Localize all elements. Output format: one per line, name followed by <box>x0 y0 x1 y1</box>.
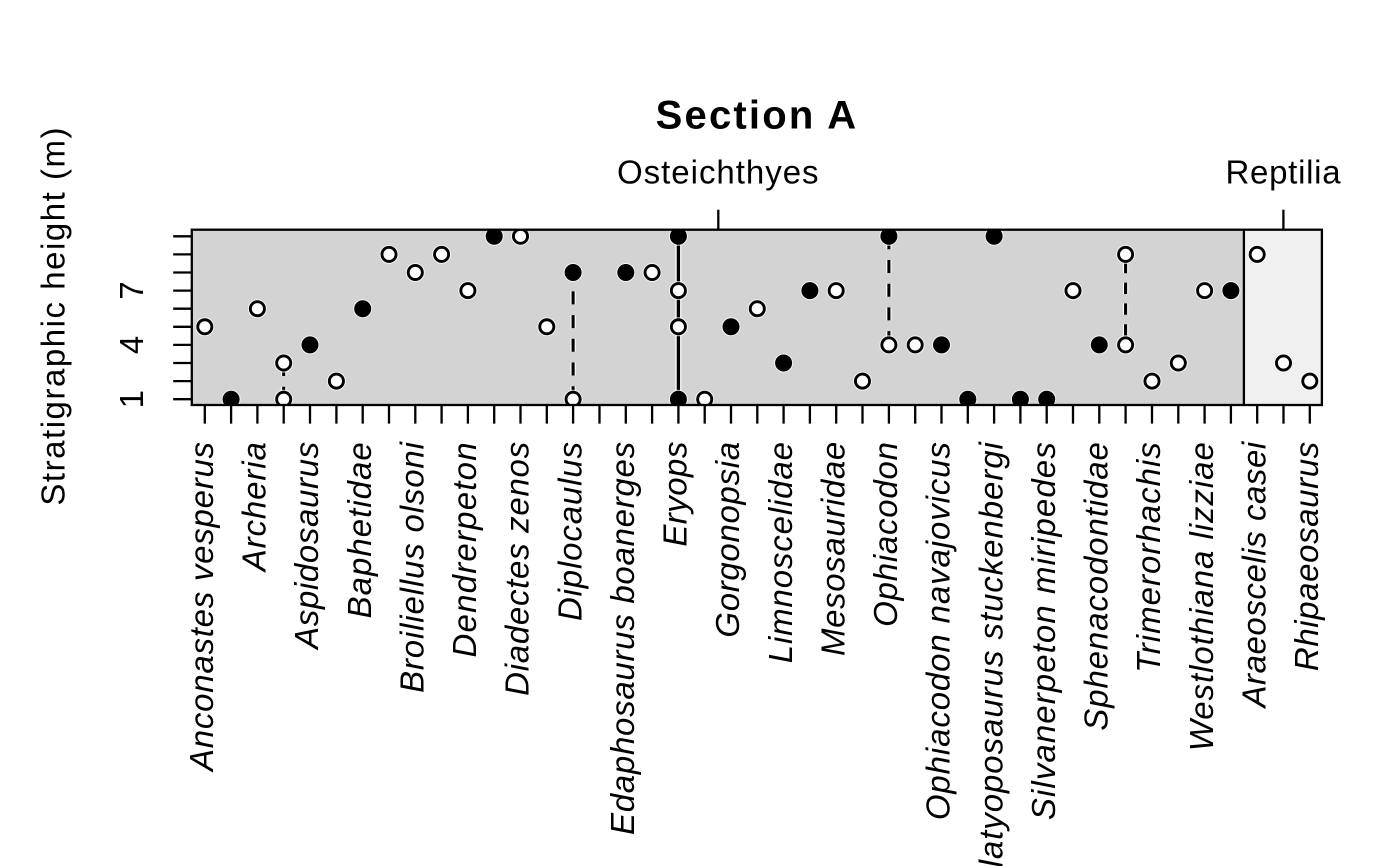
svg-text:1: 1 <box>113 390 150 408</box>
svg-text:Archeria: Archeria <box>236 441 273 573</box>
svg-text:Osteichthyes: Osteichthyes <box>617 154 820 191</box>
svg-text:Stratigraphic height (m): Stratigraphic height (m) <box>35 126 72 506</box>
svg-text:Silvanerpeton miripedes: Silvanerpeton miripedes <box>1025 441 1062 820</box>
svg-text:Sphenacodontidae: Sphenacodontidae <box>1078 441 1115 731</box>
svg-text:Ophiacodon: Ophiacodon <box>867 441 904 627</box>
svg-text:Diadectes zenos: Diadectes zenos <box>499 441 536 696</box>
svg-text:Anconastes vesperus: Anconastes vesperus <box>183 441 220 773</box>
svg-text:Mesosauridae: Mesosauridae <box>814 441 851 656</box>
svg-text:Reptilia: Reptilia <box>1225 154 1341 191</box>
svg-text:4: 4 <box>113 336 150 354</box>
svg-text:Section A: Section A <box>656 94 859 138</box>
svg-text:Platyoposaurus stuckenbergi: Platyoposaurus stuckenbergi <box>972 440 1009 866</box>
svg-text:Diplocaulus: Diplocaulus <box>551 441 588 621</box>
svg-text:Trimerorhachis: Trimerorhachis <box>1130 441 1167 673</box>
svg-text:Limnoscelidae: Limnoscelidae <box>762 441 799 663</box>
svg-text:Gorgonopsia: Gorgonopsia <box>709 441 746 637</box>
svg-text:Ophiacodon navajovicus: Ophiacodon navajovicus <box>920 441 957 820</box>
svg-text:Araeoscelis casei: Araeoscelis casei <box>1235 440 1272 709</box>
svg-text:Dendrerpeton: Dendrerpeton <box>446 441 483 657</box>
svg-text:Broiliellus olsoni: Broiliellus olsoni <box>394 440 431 693</box>
svg-text:Edaphosaurus boanerges: Edaphosaurus boanerges <box>604 441 641 835</box>
svg-text:Westlothiana lizziae: Westlothiana lizziae <box>1183 441 1220 751</box>
svg-text:Eryops: Eryops <box>657 441 694 546</box>
svg-text:Baphetidae: Baphetidae <box>341 441 378 618</box>
svg-text:Rhipaeosaurus: Rhipaeosaurus <box>1288 441 1325 671</box>
svg-text:7: 7 <box>113 281 150 299</box>
svg-text:Aspidosaurus: Aspidosaurus <box>288 441 325 651</box>
